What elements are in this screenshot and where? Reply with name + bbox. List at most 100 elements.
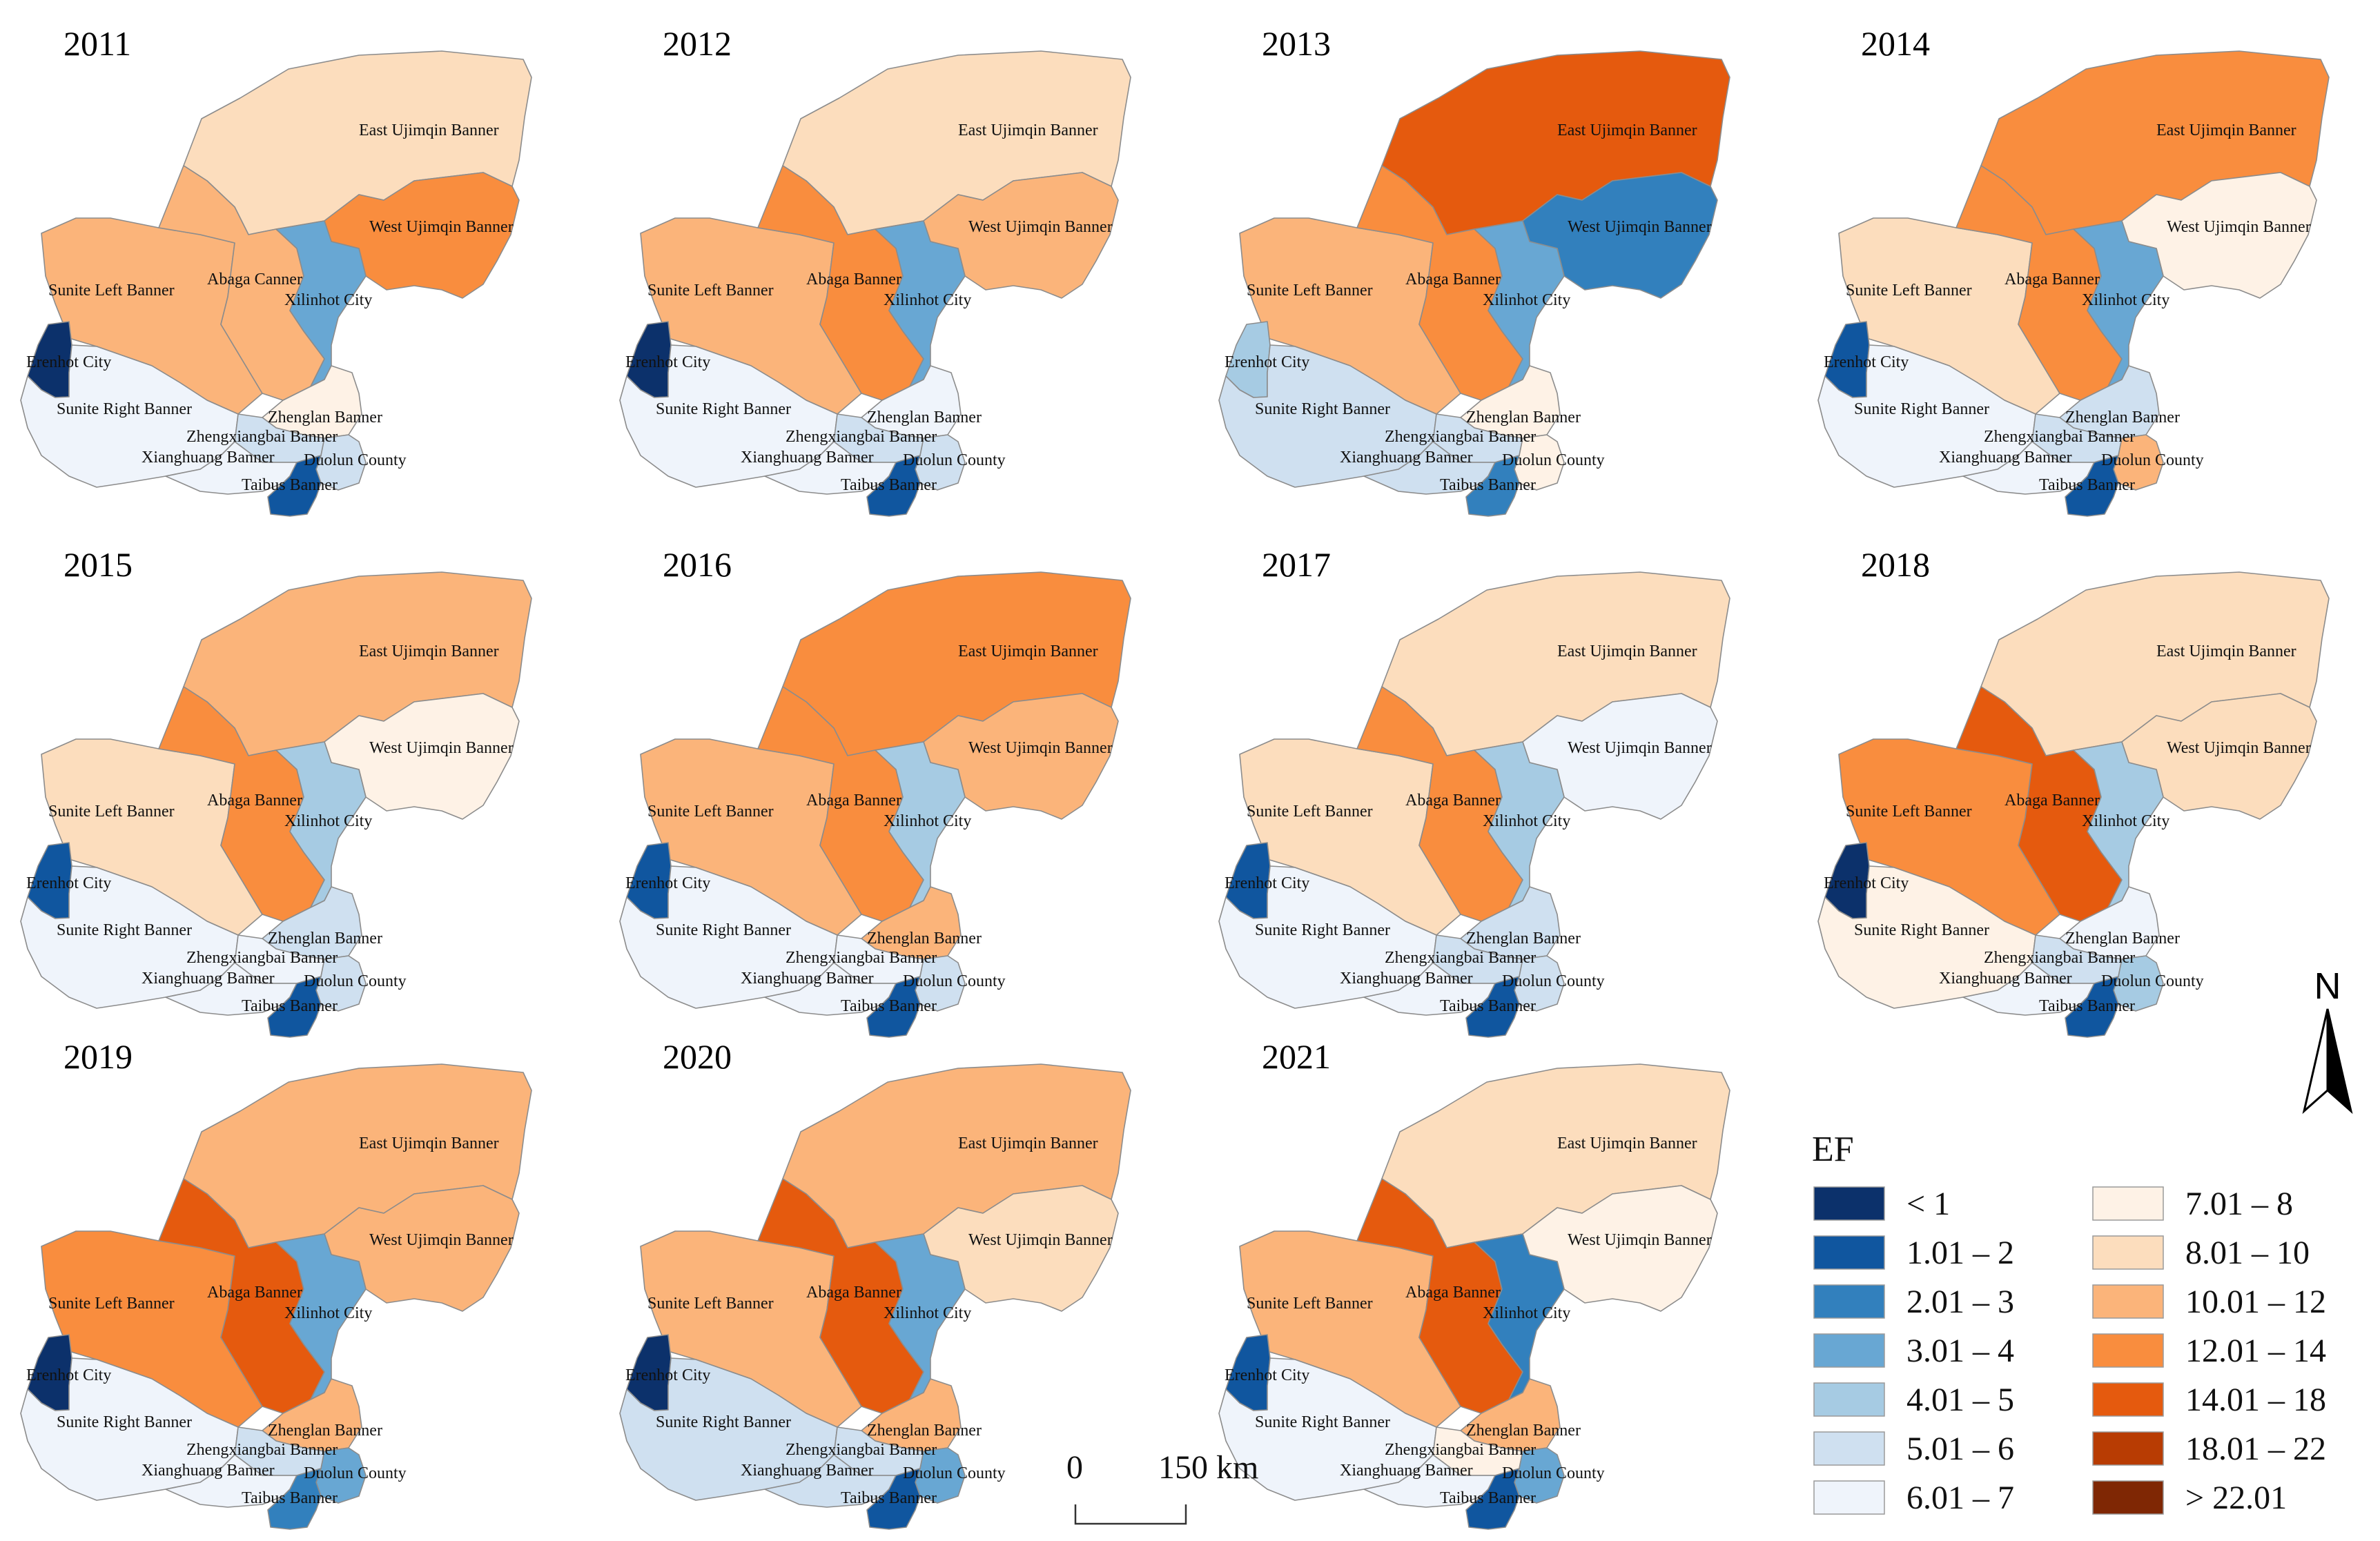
region-label-zhenglan: Zhenglan Banner xyxy=(867,409,982,426)
north-arrow-label: N xyxy=(2314,965,2341,1007)
region-label-xilinhot: Xilinhot City xyxy=(2082,812,2169,830)
region-label-east-ujimqin: East Ujimqin Banner xyxy=(958,121,1098,139)
region-label-zhenglan: Zhenglan Banner xyxy=(1466,409,1581,426)
legend-label: 18.01 – 22 xyxy=(2185,1431,2326,1467)
year-label: 2020 xyxy=(663,1037,732,1076)
region-label-xilinhot: Xilinhot City xyxy=(284,812,372,830)
map-panel-2018: 2018 East Ujimqin Banner West Ujimqin Bann… xyxy=(1817,545,2330,1038)
region-label-zhenglan: Zhenglan Banner xyxy=(268,409,382,426)
region-label-erenhot: Erenhot City xyxy=(1225,874,1309,892)
region-label-xilinhot: Xilinhot City xyxy=(2082,291,2169,309)
legend-swatch xyxy=(1813,1235,1885,1270)
map-panel-2013: 2013 East Ujimqin Banner West Ujimqin Bann… xyxy=(1218,24,1730,517)
legend-label: 14.01 – 18 xyxy=(2185,1382,2326,1418)
region-label-xianghuang: Xianghuang Banner xyxy=(1939,449,2072,467)
region-label-zhengxiangbai: Zhengxiangbai Banner xyxy=(1385,428,1536,446)
region-label-west-ujimqin: West Ujimqin Banner xyxy=(369,218,514,236)
region-label-sunite-left: Sunite Left Banner xyxy=(48,803,175,821)
legend-label: 1.01 – 2 xyxy=(1906,1235,2014,1271)
year-label: 2017 xyxy=(1262,545,1331,584)
region-label-taibus: Taibus Banner xyxy=(242,997,338,1015)
region-label-zhengxiangbai: Zhengxiangbai Banner xyxy=(786,428,937,446)
region-label-xilinhot: Xilinhot City xyxy=(884,291,971,309)
map-panel-2011: 2011 East Ujimqin Banner West Ujimqin Bann… xyxy=(20,24,532,517)
region-label-erenhot: Erenhot City xyxy=(26,353,111,371)
legend-swatch xyxy=(2092,1431,2164,1466)
legend-swatch xyxy=(2092,1186,2164,1221)
region-label-duolun: Duolun County xyxy=(304,972,407,990)
region-label-sunite-left: Sunite Left Banner xyxy=(647,1295,774,1313)
region-label-xianghuang: Xianghuang Banner xyxy=(142,449,275,467)
region-label-west-ujimqin: West Ujimqin Banner xyxy=(369,1231,514,1249)
year-label: 2018 xyxy=(1861,545,1930,584)
region-label-duolun: Duolun County xyxy=(304,451,407,469)
legend-label: 6.01 – 7 xyxy=(1906,1480,2014,1516)
region-label-taibus: Taibus Banner xyxy=(841,1489,937,1507)
region-label-taibus: Taibus Banner xyxy=(841,997,937,1015)
year-label: 2012 xyxy=(663,24,732,63)
map-panel-2019: 2019 East Ujimqin Banner West Ujimqin Bann… xyxy=(20,1037,532,1530)
region-label-erenhot: Erenhot City xyxy=(26,1366,111,1384)
region-label-erenhot: Erenhot City xyxy=(625,353,710,371)
legend-label: 4.01 – 5 xyxy=(1906,1382,2014,1418)
region-label-zhenglan: Zhenglan Banner xyxy=(867,930,982,948)
yearly-maps: 2011 East Ujimqin Banner West Ujimqin Bann… xyxy=(20,24,2330,1530)
region-label-west-ujimqin: West Ujimqin Banner xyxy=(1568,739,1712,757)
region-label-zhenglan: Zhenglan Banner xyxy=(2065,930,2180,948)
region-label-taibus: Taibus Banner xyxy=(1440,997,1536,1015)
region-label-zhengxiangbai: Zhengxiangbai Banner xyxy=(1385,949,1536,967)
region-label-xilinhot: Xilinhot City xyxy=(1483,1304,1570,1322)
region-label-erenhot: Erenhot City xyxy=(26,874,111,892)
region-label-abaga: Abaga Banner xyxy=(806,792,901,809)
region-label-taibus: Taibus Banner xyxy=(841,476,937,494)
legend-swatch xyxy=(2092,1333,2164,1368)
region-label-sunite-left: Sunite Left Banner xyxy=(647,282,774,300)
region-label-abaga: Abaga Banner xyxy=(207,792,302,809)
legend-swatch xyxy=(1813,1284,1885,1319)
region-label-duolun: Duolun County xyxy=(903,972,1006,990)
region-label-erenhot: Erenhot City xyxy=(1225,1366,1309,1384)
region-label-zhenglan: Zhenglan Banner xyxy=(1466,930,1581,948)
region-label-erenhot: Erenhot City xyxy=(625,874,710,892)
year-label: 2019 xyxy=(64,1037,133,1076)
region-label-sunite-right: Sunite Right Banner xyxy=(57,921,192,939)
region-label-duolun: Duolun County xyxy=(1502,972,1605,990)
legend-label: 3.01 – 4 xyxy=(1906,1333,2014,1369)
region-label-sunite-right: Sunite Right Banner xyxy=(57,1413,192,1431)
year-label: 2015 xyxy=(64,545,133,584)
region-label-sunite-left: Sunite Left Banner xyxy=(48,1295,175,1313)
region-label-duolun: Duolun County xyxy=(1502,1464,1605,1482)
region-label-west-ujimqin: West Ujimqin Banner xyxy=(968,1231,1113,1249)
legend-label: 2.01 – 3 xyxy=(1906,1284,2014,1320)
region-label-sunite-right: Sunite Right Banner xyxy=(656,400,791,418)
legend-swatch xyxy=(2092,1235,2164,1270)
region-label-xilinhot: Xilinhot City xyxy=(884,1304,971,1322)
region-label-xilinhot: Xilinhot City xyxy=(1483,812,1570,830)
map-panel-2020: 2020 East Ujimqin Banner West Ujimqin Bann… xyxy=(619,1037,1131,1530)
region-label-east-ujimqin: East Ujimqin Banner xyxy=(359,121,499,139)
region-label-sunite-left: Sunite Left Banner xyxy=(647,803,774,821)
region-label-xianghuang: Xianghuang Banner xyxy=(1939,970,2072,988)
legend-swatch xyxy=(1813,1333,1885,1368)
region-label-zhengxiangbai: Zhengxiangbai Banner xyxy=(786,949,937,967)
region-label-duolun: Duolun County xyxy=(304,1464,407,1482)
region-label-xianghuang: Xianghuang Banner xyxy=(1340,1462,1473,1480)
region-label-zhenglan: Zhenglan Banner xyxy=(268,930,382,948)
region-label-west-ujimqin: West Ujimqin Banner xyxy=(2167,218,2311,236)
legend-swatch xyxy=(2092,1284,2164,1319)
map-panel-2014: 2014 East Ujimqin Banner West Ujimqin Bann… xyxy=(1817,24,2330,517)
legend-label: 5.01 – 6 xyxy=(1906,1431,2014,1467)
north-arrow-right-icon xyxy=(2326,1008,2353,1115)
region-label-zhengxiangbai: Zhengxiangbai Banner xyxy=(1984,949,2135,967)
region-label-sunite-right: Sunite Right Banner xyxy=(656,921,791,939)
year-label: 2013 xyxy=(1262,24,1331,63)
region-label-sunite-left: Sunite Left Banner xyxy=(1247,803,1373,821)
region-label-sunite-right: Sunite Right Banner xyxy=(1255,400,1390,418)
region-label-sunite-left: Sunite Left Banner xyxy=(1846,803,1972,821)
region-label-sunite-right: Sunite Right Banner xyxy=(1255,1413,1390,1431)
year-label: 2016 xyxy=(663,545,732,584)
legend-label: 12.01 – 14 xyxy=(2185,1333,2326,1369)
region-label-zhengxiangbai: Zhengxiangbai Banner xyxy=(786,1441,937,1459)
region-label-abaga: Abaga Banner xyxy=(1405,792,1501,809)
scale-bar-zero-label: 0 xyxy=(1066,1449,1083,1486)
